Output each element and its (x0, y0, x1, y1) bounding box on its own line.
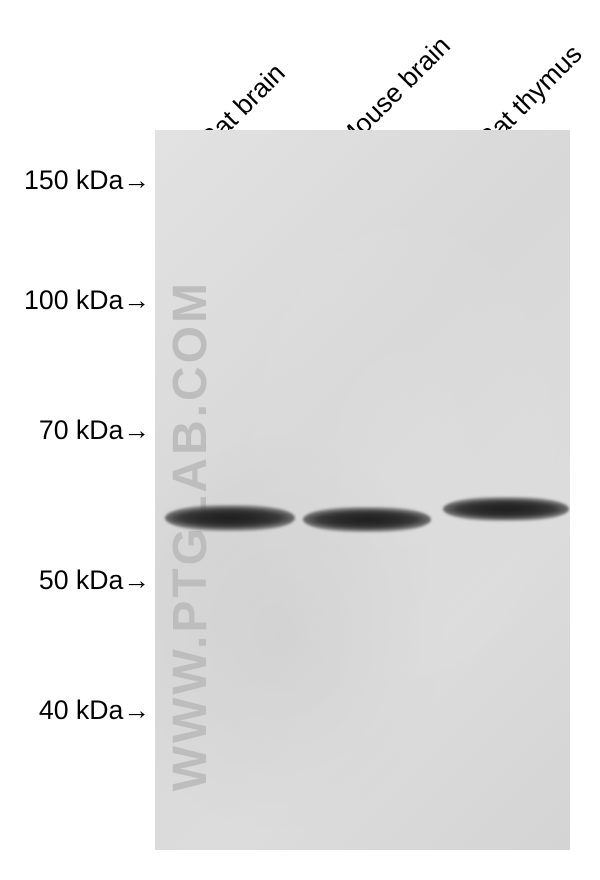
figure-container: Rat brain Mouse brain Rat thymus 150 kDa… (0, 0, 600, 880)
marker-label: 100 kDa→ (24, 285, 150, 316)
marker-labels-group: 150 kDa→ 100 kDa→ 70 kDa→ 50 kDa→ 40 kDa… (0, 130, 155, 850)
marker-label: 70 kDa→ (39, 415, 150, 446)
marker-label: 50 kDa→ (39, 565, 150, 596)
marker-label: 40 kDa→ (39, 695, 150, 726)
lane-labels-group: Rat brain Mouse brain Rat thymus (155, 0, 570, 130)
blot-membrane: WWW.PTGLAB.COM (155, 130, 570, 850)
blot-band (443, 497, 569, 521)
blot-band (165, 505, 295, 531)
blot-band (303, 507, 431, 532)
blot-shading (155, 130, 570, 850)
marker-label: 150 kDa→ (24, 165, 150, 196)
